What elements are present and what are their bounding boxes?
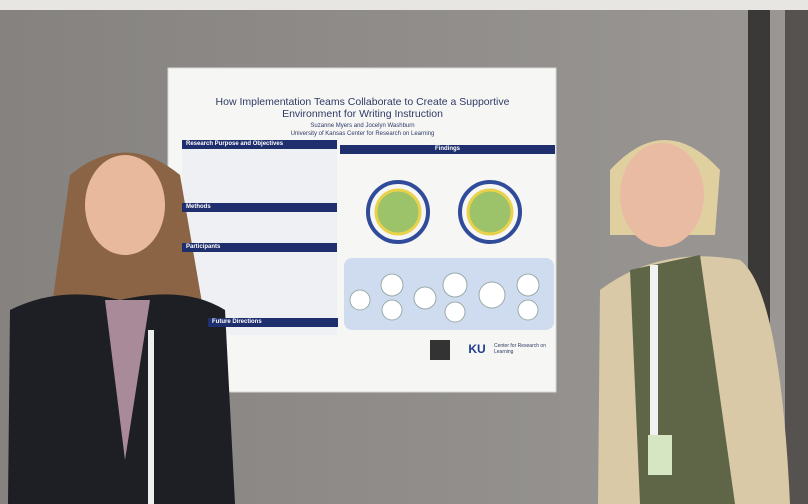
partition-edge (785, 10, 808, 504)
finding-chart-core (374, 188, 422, 236)
person-left (8, 152, 235, 504)
section-header: Findings (340, 145, 555, 154)
section-header: Methods (182, 203, 337, 212)
poster-authors: Suzanne Myers and Jocelyn Washburn (310, 123, 415, 129)
finding-chart (458, 180, 522, 244)
section-header: Future Directions (208, 318, 338, 327)
diagram-nodes (349, 272, 540, 323)
logo-caption: Center for Research on Learning (494, 343, 546, 355)
section-header: Participants (182, 243, 337, 252)
finding-chart-core (466, 188, 514, 236)
ku-logo: KU (468, 342, 486, 356)
ceiling-strip (0, 0, 808, 10)
qr-code (430, 340, 450, 360)
poster-title: How Implementation Teams Collaborate to … (215, 96, 510, 120)
person-right (598, 140, 790, 504)
finding-chart (366, 180, 430, 244)
poster-affiliation: University of Kansas Center for Research… (290, 131, 435, 137)
section-header: Research Purpose and Objectives (182, 140, 337, 149)
